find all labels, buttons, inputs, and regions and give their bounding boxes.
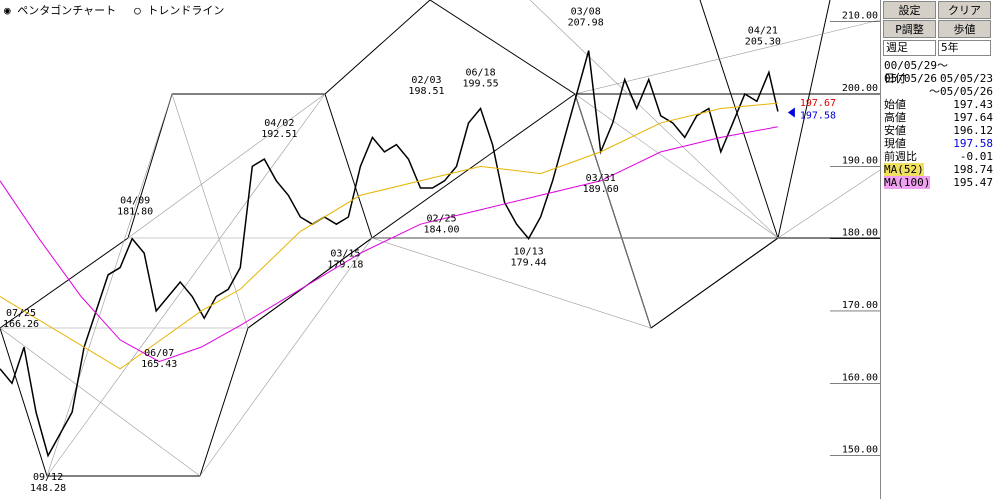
info-row: 安値 196.12 bbox=[881, 124, 995, 137]
annotation-date: 10/13 bbox=[514, 247, 544, 258]
pentagon-line bbox=[529, 0, 880, 239]
info-value: 05/05/23 bbox=[940, 72, 993, 85]
y-tick-label: 170.00 bbox=[842, 300, 878, 311]
annotation-value: 198.51 bbox=[408, 86, 444, 97]
radio[interactable]: ◉ ペンタゴンチャート bbox=[4, 4, 117, 17]
info-label: 現値 bbox=[884, 137, 906, 150]
button[interactable]: 設定 bbox=[883, 1, 936, 19]
series-line bbox=[0, 126, 778, 363]
info-value: 〜05/05/26 bbox=[929, 85, 993, 98]
info-row: 〜05/05/26 bbox=[881, 85, 995, 98]
price-pointer bbox=[787, 107, 795, 118]
info-table: 日付 05/05/23 〜05/05/26 始値 197.43 高値 197.64 安値 196… bbox=[881, 72, 995, 189]
annotation-date: 06/18 bbox=[465, 67, 495, 78]
info-row: 前週比 -0.01 bbox=[881, 150, 995, 163]
radio[interactable]: ○ トレンドライン bbox=[134, 4, 225, 17]
info-row: 始値 197.43 bbox=[881, 98, 995, 111]
side-panel: 設定 クリア P調整 歩値 週足 5年 00/05/29〜05/05/26 日付 05/… bbox=[880, 0, 995, 499]
y-tick-label: 160.00 bbox=[842, 372, 878, 383]
select[interactable]: 週足 bbox=[883, 40, 936, 56]
y-tick-label: 150.00 bbox=[842, 445, 878, 456]
info-label: 始値 bbox=[884, 98, 906, 111]
annotation-date: 09/12 bbox=[33, 472, 63, 483]
annotation-date: 03/15 bbox=[330, 249, 360, 260]
annotation-value: 205.30 bbox=[745, 37, 781, 48]
info-row: 現値 197.58 bbox=[881, 137, 995, 150]
annotation-date: 07/25 bbox=[6, 308, 36, 319]
annotation-value: 189.60 bbox=[583, 184, 619, 195]
annotation-date: 02/03 bbox=[411, 75, 441, 86]
y-tick-label: 190.00 bbox=[842, 155, 878, 166]
annotation-date: 04/09 bbox=[120, 196, 150, 207]
info-label: 安値 bbox=[884, 124, 906, 137]
annotation-date: 04/21 bbox=[748, 26, 778, 37]
last-price: 197.58 bbox=[800, 111, 836, 122]
select[interactable]: 5年 bbox=[938, 40, 991, 56]
annotation-value: 179.18 bbox=[327, 260, 363, 271]
annotation-value: 148.28 bbox=[30, 483, 66, 494]
button[interactable]: クリア bbox=[938, 1, 991, 19]
toolbar: ◉ ペンタゴンチャート ○ トレンドライン bbox=[4, 2, 225, 18]
annotation-date: 02/25 bbox=[426, 214, 456, 225]
y-tick-label: 200.00 bbox=[842, 83, 878, 94]
period-text: 00/05/29〜05/05/26 bbox=[884, 59, 948, 85]
series-line bbox=[0, 50, 779, 458]
annotation-value: 166.26 bbox=[3, 319, 39, 330]
info-label: 前週比 bbox=[884, 150, 917, 163]
annotation-value: 192.51 bbox=[261, 129, 297, 140]
y-tick-label: 210.00 bbox=[842, 11, 878, 22]
annotation-value: 207.98 bbox=[568, 17, 604, 28]
annotation-date: 03/08 bbox=[571, 6, 601, 17]
y-tick-label: 180.00 bbox=[842, 228, 878, 239]
info-value: 195.47 bbox=[953, 176, 993, 189]
annotation-date: 04/02 bbox=[264, 118, 294, 129]
info-value: 197.43 bbox=[953, 98, 993, 111]
info-label: MA(100) bbox=[884, 176, 931, 189]
annotation-date: 06/07 bbox=[144, 348, 174, 359]
info-value: -0.01 bbox=[959, 150, 993, 163]
info-value: 196.12 bbox=[953, 124, 993, 137]
period: 00/05/29〜05/05/26 bbox=[881, 59, 995, 85]
info-label: MA(52) bbox=[884, 163, 924, 176]
series-line bbox=[0, 102, 778, 370]
button[interactable]: P調整 bbox=[883, 20, 936, 38]
chart: 210.00 200.00 190.00 180.00 170.00 160.00 150.… bbox=[0, 0, 880, 494]
annotation-date: 03/31 bbox=[586, 173, 616, 184]
annotation-value: 199.55 bbox=[462, 78, 498, 89]
pentagon-line bbox=[574, 0, 779, 329]
button[interactable]: 歩値 bbox=[938, 20, 991, 38]
last-price: 197.67 bbox=[800, 98, 836, 109]
radio-label: トレンドライン bbox=[147, 4, 225, 17]
info-row: MA(100) 195.47 bbox=[881, 176, 995, 189]
annotation-value: 184.00 bbox=[423, 225, 459, 236]
info-row: 日付 05/05/23 bbox=[881, 72, 995, 85]
info-value: 198.74 bbox=[953, 163, 993, 176]
info-value: 197.64 bbox=[953, 111, 993, 124]
annotation-value: 165.43 bbox=[141, 359, 177, 370]
pentagon-line bbox=[324, 0, 880, 95]
info-label: 高値 bbox=[884, 111, 906, 124]
radio-label: ペンタゴンチャート bbox=[17, 4, 117, 17]
annotation-value: 179.44 bbox=[511, 258, 547, 269]
info-label: 日付 bbox=[884, 72, 906, 85]
info-value: 197.58 bbox=[953, 137, 993, 150]
info-row: 高値 197.64 bbox=[881, 111, 995, 124]
pentagon-line bbox=[247, 0, 831, 329]
pentagon-line bbox=[0, 93, 373, 477]
annotation-value: 181.80 bbox=[117, 207, 153, 218]
info-row: MA(52) 198.74 bbox=[881, 163, 995, 176]
